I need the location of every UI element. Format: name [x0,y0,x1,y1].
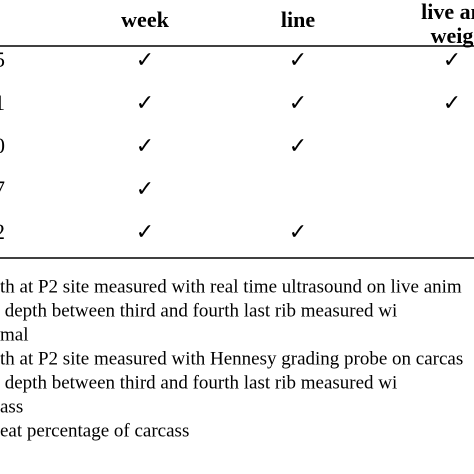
row-label: 1 [0,90,5,115]
check-mark: ✓ [289,219,307,244]
check-mark: ✓ [443,90,461,115]
footnote: depth between third and fourth last rib … [0,300,397,321]
row-label: 2 [0,219,5,244]
footnote: th at P2 site measured with real time ul… [0,276,462,297]
column-header: line [281,7,315,32]
check-mark: ✓ [136,219,154,244]
footnote: depth between third and fourth last rib … [0,372,397,393]
check-mark: ✓ [289,133,307,158]
row-label: 0 [0,133,5,158]
column-header: week [121,7,169,32]
check-mark: ✓ [136,176,154,201]
check-mark: ✓ [289,90,307,115]
check-mark: ✓ [136,133,154,158]
footnote: ass [0,396,23,417]
footnote: mal [0,324,29,345]
check-mark: ✓ [443,47,461,72]
row-label: 5 [0,47,5,72]
footnote: th at P2 site measured with Hennesy grad… [0,348,463,369]
check-mark: ✓ [136,47,154,72]
row-label: 7 [0,176,5,201]
check-mark: ✓ [289,47,307,72]
column-header: weig [431,23,474,48]
footnote: eat percentage of carcass [0,420,189,441]
column-header: live an [421,0,474,24]
check-mark: ✓ [136,90,154,115]
